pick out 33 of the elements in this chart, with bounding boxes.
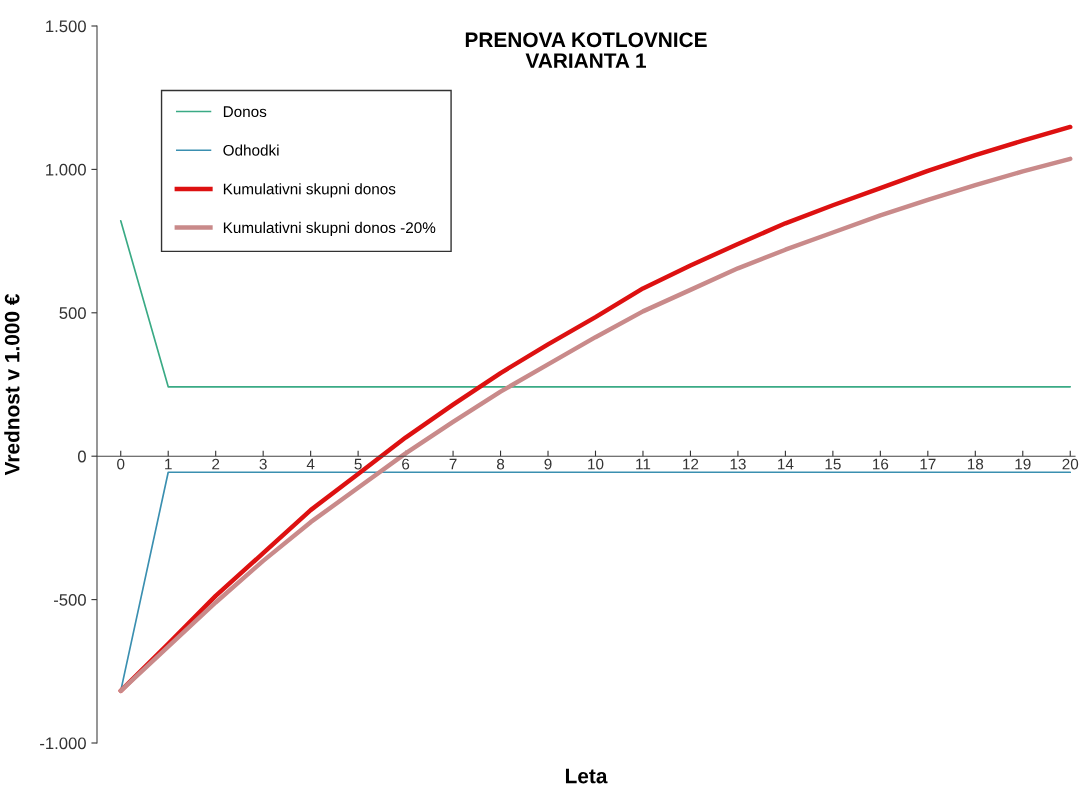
- legend-label: Kumulativni skupni donos -20%: [223, 221, 436, 237]
- x-tick-label: 18: [967, 458, 984, 470]
- y-tick-label: -500: [53, 594, 86, 606]
- x-tick-label: 19: [1015, 458, 1031, 470]
- x-tick-label: 3: [259, 458, 267, 470]
- x-tick-label: 11: [636, 458, 651, 470]
- x-tick-label: 15: [825, 458, 841, 470]
- x-tick-label: 6: [402, 458, 410, 470]
- y-axis-title: Vrednost v 1.000 €: [4, 293, 20, 476]
- y-tick-label: -1.000: [40, 737, 86, 750]
- y-tick-label: 500: [59, 307, 86, 319]
- x-tick-label: 17: [920, 458, 936, 470]
- text: PRENOVA KOTLOVNICE VARIANTA 1: [465, 32, 707, 68]
- x-axis-title: Leta: [565, 768, 608, 784]
- x-tick-label: 2: [212, 458, 220, 470]
- x-tick-label: 5: [354, 458, 362, 470]
- x-tick-label: 13: [730, 458, 746, 470]
- x-tick-label: 20: [1062, 458, 1079, 470]
- x-tick-label: 1: [165, 458, 172, 470]
- legend-label: Donos: [223, 106, 267, 118]
- x-tick-label: 8: [496, 458, 505, 470]
- x-tick-label: 12: [683, 458, 699, 470]
- x-tick-label: 14: [778, 458, 794, 470]
- x-tick-label: 10: [588, 458, 604, 470]
- x-tick-label: 0: [117, 458, 125, 470]
- x-tick-label: 7: [449, 458, 457, 470]
- x-tick-label: 9: [544, 458, 552, 470]
- y-tick-label: 1.500: [46, 20, 86, 33]
- x-tick-label: 4: [306, 458, 315, 470]
- legend-label: Odhodki: [223, 144, 279, 156]
- legend-label: Kumulativni skupni donos: [223, 183, 396, 198]
- x-tick-label: 16: [873, 458, 889, 470]
- y-tick-label: 1.000: [46, 163, 86, 176]
